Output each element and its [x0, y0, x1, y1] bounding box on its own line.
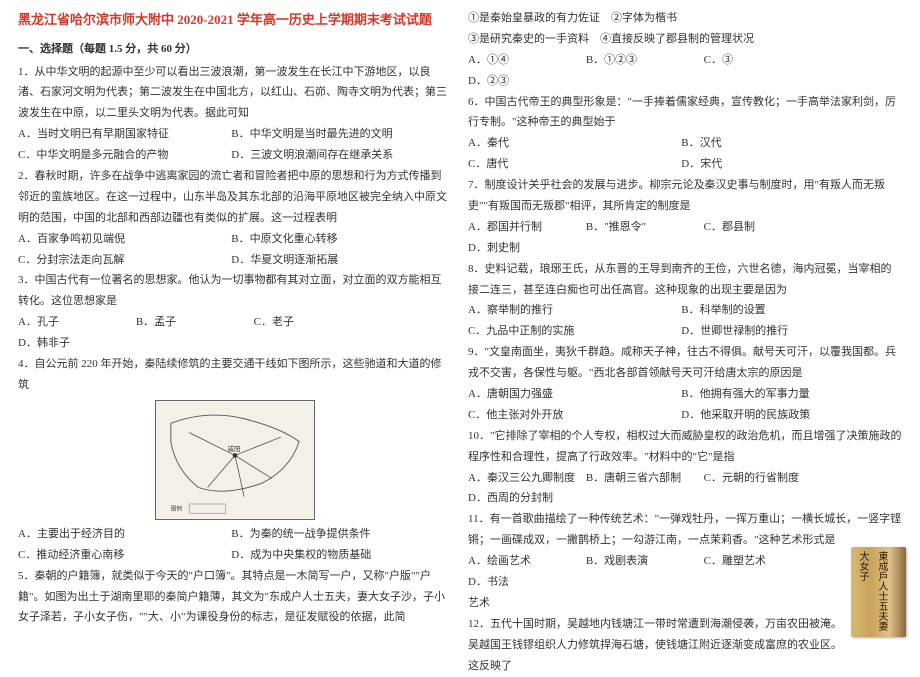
- q11-options: A．绘画艺术 B．戏剧表演 C．雕塑艺术 D．书法: [468, 551, 902, 593]
- q2-opt-c: C．分封宗法走向瓦解: [18, 250, 213, 271]
- q5-opt-a: A．①④: [468, 50, 568, 71]
- q2-opt-b: B．中原文化重心转移: [231, 229, 426, 250]
- q7-options: A．郡国并行制 B．"推恩令" C．郡县制 D．刺史制: [468, 217, 902, 259]
- q8-opt-d: D．世卿世禄制的推行: [681, 321, 876, 342]
- q3-opt-b: B．孟子: [136, 312, 236, 333]
- q4-stem: 4．自公元前 220 年开始，秦陆续修筑的主要交通干线如下图所示，这些驰道和大道…: [18, 354, 452, 396]
- q5-stem: 5．秦朝的户籍簿，就类似于今天的"户口簿"。其特点是一木简写一户，又称"户版""…: [18, 566, 452, 629]
- q6-opt-a: A．秦代: [468, 133, 663, 154]
- q4-opt-a: A．主要出于经济目的: [18, 524, 213, 545]
- q5-opts-line1: ①是秦始皇暴政的有力佐证 ②字体为楷书: [468, 8, 902, 29]
- exam-title: 黑龙江省哈尔滨市师大附中 2020-2021 学年高一历史上学期期末考试试题: [18, 8, 452, 33]
- q5-opts-line2: ③是研究秦史的一手资料 ④直接反映了郡县制的管理状况: [468, 29, 902, 50]
- q11-opt-d: D．书法: [468, 572, 568, 593]
- q4-opt-b: B．为秦的统一战争提供条件: [231, 524, 426, 545]
- q10-opt-d: D．西周的分封制: [468, 488, 568, 509]
- q7-stem: 7．制度设计关乎社会的发展与进步。柳宗元论及秦汉史事与制度时，用"有叛人而无叛吏…: [468, 175, 902, 217]
- q9-opt-a: A．唐朝国力强盛: [468, 384, 663, 405]
- q5-opt-b: B．①②③: [586, 50, 686, 71]
- q10-options: A．秦汉三公九卿制度 B．唐朝三省六部制 C．元朝的行省制度 D．西周的分封制: [468, 468, 902, 510]
- q10-opt-c: C．元朝的行省制度: [704, 468, 804, 489]
- q8-opt-c: C．九品中正制的实施: [468, 321, 663, 342]
- q7-opt-b: B．"推恩令": [586, 217, 686, 238]
- q4-opt-c: C．推动经济重心南移: [18, 545, 213, 566]
- q1-opt-d: D．三波文明浪潮间存在继承关系: [231, 145, 426, 166]
- q6-options: A．秦代 B．汉代 C．唐代 D．宋代: [468, 133, 902, 175]
- svg-text:图例: 图例: [171, 504, 183, 512]
- q8-opt-a: A．察举制的推行: [468, 300, 663, 321]
- bamboo-slip-text: 東成戶人士五夫妻大女子: [851, 547, 893, 637]
- q2-stem: 2．春秋时期，许多在战争中逃离家园的流亡者和冒险者把中原的思想和行为方式传播到邻…: [18, 166, 452, 229]
- q4-options: A．主要出于经济目的 B．为秦的统一战争提供条件 C．推动经济重心南移 D．成为…: [18, 524, 452, 566]
- q9-opt-d: D．他采取开明的民族政策: [681, 405, 876, 426]
- q7-opt-d: D．刺史制: [468, 238, 568, 259]
- q8-stem: 8．史料记载，琅琊王氏，从东晋的王导到南齐的王俭，六世名德，海内冠冕，当宰相的接…: [468, 259, 902, 301]
- q6-stem: 6．中国古代帝王的典型形象是："一手捧着儒家经典，宣传教化；一手高举法家利剑，厉…: [468, 92, 902, 134]
- q2-opt-a: A．百家争鸣初见端倪: [18, 229, 213, 250]
- q5-opt-d: D．②③: [468, 71, 568, 92]
- q5-options: A．①④ B．①②③ C．③ D．②③: [468, 50, 902, 92]
- q10-opt-a: A．秦汉三公九卿制度: [468, 468, 568, 489]
- q2-opt-d: D．华夏文明逐渐拓展: [231, 250, 426, 271]
- q11-cont: 艺术: [468, 593, 902, 614]
- q8-options: A．察举制的推行 B．科举制的设置 C．九品中正制的实施 D．世卿世禄制的推行: [468, 300, 902, 342]
- q8-opt-b: B．科举制的设置: [681, 300, 876, 321]
- q4-opt-d: D．成为中央集权的物质基础: [231, 545, 426, 566]
- q10-opt-b: B．唐朝三省六部制: [586, 468, 686, 489]
- q3-opt-d: D．韩非子: [18, 333, 118, 354]
- q5-opt-c: C．③: [704, 50, 804, 71]
- q6-opt-b: B．汉代: [681, 133, 876, 154]
- q7-opt-a: A．郡国并行制: [468, 217, 568, 238]
- q9-options: A．唐朝国力强盛 B．他拥有强大的军事力量 C．他主张对外开放 D．他采取开明的…: [468, 384, 902, 426]
- q11-opt-c: C．雕塑艺术: [704, 551, 804, 572]
- q2-options: A．百家争鸣初见端倪 B．中原文化重心转移 C．分封宗法走向瓦解 D．华夏文明逐…: [18, 229, 452, 271]
- q3-stem: 3．中国古代有一位著名的思想家。他认为一切事物都有其对立面，对立面的双方能相互转…: [18, 270, 452, 312]
- q9-stem: 9．"文皇南面坐，夷狄千群趋。咸称天子神，往古不得俱。献号天可汗，以覆我国都。兵…: [468, 342, 902, 384]
- q7-opt-c: C．郡县制: [704, 217, 804, 238]
- q12-stem: 12．五代十国时期，吴越地内钱塘江一带时常遭到海潮侵袭，万亩农田被淹。吴越国王钱…: [468, 614, 902, 677]
- q11-opt-b: B．戏剧表演: [586, 551, 686, 572]
- q1-stem: 1．从中华文明的起源中至少可以看出三波浪潮，第一波发生在长江中下游地区，以良渚、…: [18, 62, 452, 125]
- svg-text:咸阳: 咸阳: [228, 444, 241, 453]
- q9-opt-b: B．他拥有强大的军事力量: [681, 384, 876, 405]
- q10-stem: 10．"它排除了宰相的个人专权，相权过大而威胁皇权的政治危机，而且增强了决策施政…: [468, 426, 902, 468]
- map-figure: 咸阳 图例: [155, 400, 315, 520]
- q1-opt-c: C．中华文明是多元融合的产物: [18, 145, 213, 166]
- bamboo-slip-image: 東成戶人士五夫妻大女子: [851, 547, 906, 637]
- q3-options: A．孔子 B．孟子 C．老子 D．韩非子: [18, 312, 452, 354]
- section-heading: 一、选择题（每题 1.5 分，共 60 分）: [18, 39, 452, 60]
- q11-stem: 11．有一首歌曲描绘了一种传统艺术："一弹戏牡丹，一挥万重山；一横长城长，一竖字…: [468, 509, 902, 551]
- q1-opt-b: B．中华文明是当时最先进的文明: [231, 124, 426, 145]
- q11-opt-a: A．绘画艺术: [468, 551, 568, 572]
- q1-options: A．当时文明已有早期国家特征 B．中华文明是当时最先进的文明 C．中华文明是多元…: [18, 124, 452, 166]
- q1-opt-a: A．当时文明已有早期国家特征: [18, 124, 213, 145]
- q6-opt-c: C．唐代: [468, 154, 663, 175]
- q3-opt-a: A．孔子: [18, 312, 118, 333]
- q6-opt-d: D．宋代: [681, 154, 876, 175]
- q3-opt-c: C．老子: [254, 312, 354, 333]
- q9-opt-c: C．他主张对外开放: [468, 405, 663, 426]
